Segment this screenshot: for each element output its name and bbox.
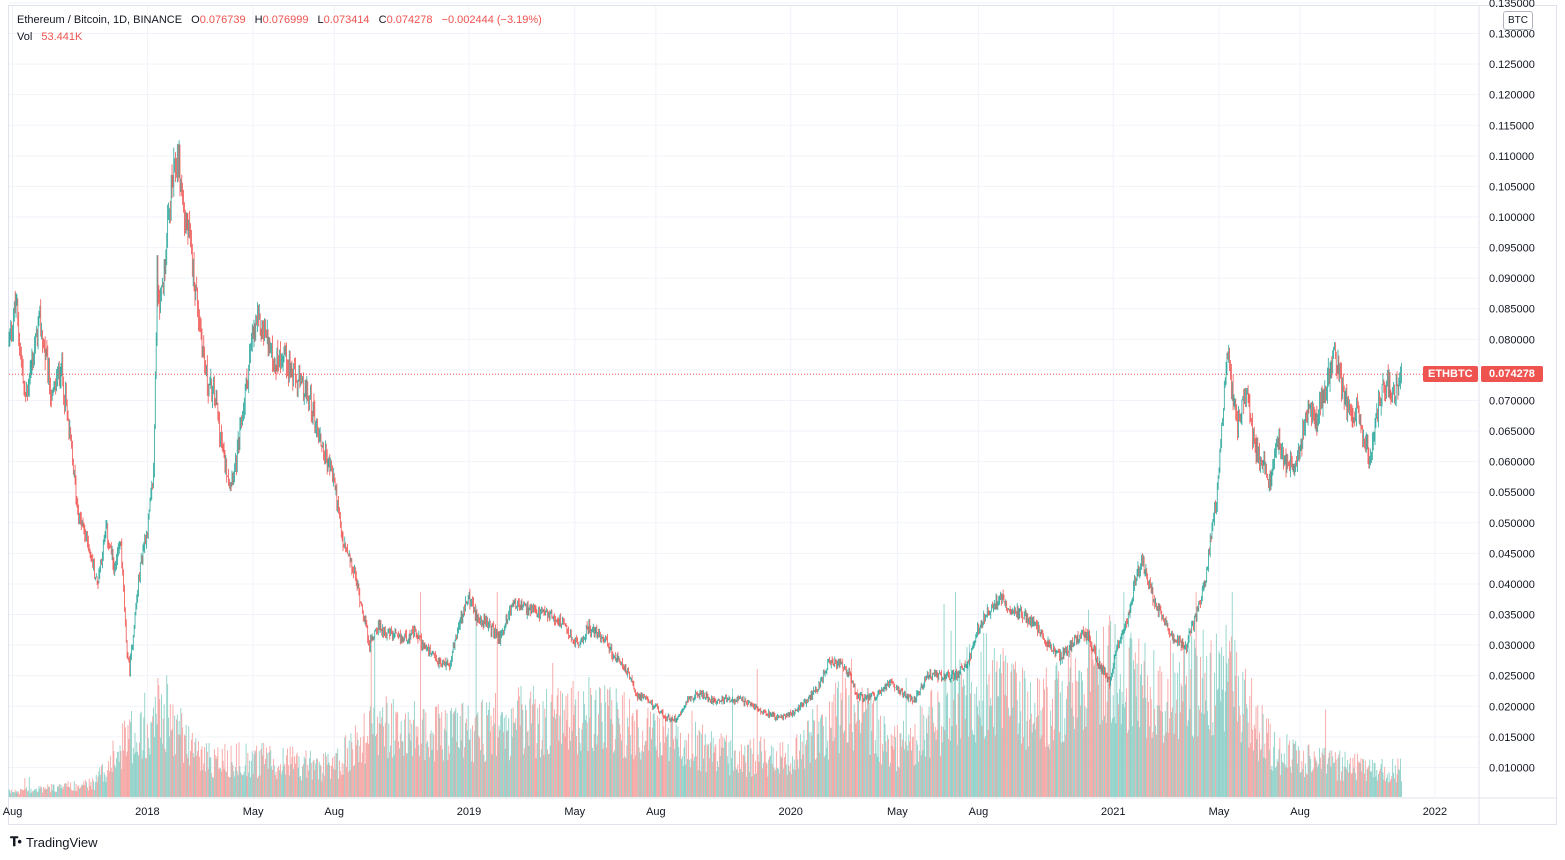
symbol-price-tag: ETHBTC <box>1423 366 1478 383</box>
price-scale-tick: 0.120000 <box>1489 90 1535 102</box>
price-scale-tick: 0.135000 <box>1489 0 1535 10</box>
price-scale-tick: 0.060000 <box>1489 457 1535 469</box>
price-scale-tick: 0.055000 <box>1489 487 1535 499</box>
chart-frame[interactable] <box>8 5 1557 825</box>
price-scale-tick: 0.040000 <box>1489 579 1535 591</box>
price-scale-tick: 0.080000 <box>1489 334 1535 346</box>
tradingview-logo-icon: 𝐓• <box>10 834 22 849</box>
current-price-tag: 0.074278 <box>1481 366 1543 383</box>
close-value: 0.074278 <box>386 14 433 26</box>
time-scale-tick: May <box>243 806 264 818</box>
price-scale-tick: 0.035000 <box>1489 610 1535 622</box>
tradingview-brand[interactable]: 𝐓• TradingView <box>10 834 97 850</box>
brand-name: TradingView <box>25 834 98 850</box>
price-scale-tick: 0.095000 <box>1489 243 1535 255</box>
time-scale-tick: Aug <box>3 806 23 818</box>
time-scale-tick: Aug <box>646 806 666 818</box>
volume-series <box>8 592 1402 797</box>
price-scale-tick: 0.070000 <box>1489 395 1535 407</box>
time-scale-tick: May <box>1209 806 1230 818</box>
price-scale-tick: 0.090000 <box>1489 273 1535 285</box>
volume-row: Vol 53.441K <box>17 29 542 46</box>
price-scale-tick: 0.030000 <box>1489 640 1535 652</box>
low-value: 0.073414 <box>323 14 370 26</box>
open-value: 0.076739 <box>199 14 246 26</box>
ohlc-row: Ethereum / Bitcoin, 1D, BINANCE O0.07673… <box>17 12 542 29</box>
price-scale-tick: 0.085000 <box>1489 304 1535 316</box>
price-scale-tick: 0.130000 <box>1489 29 1535 41</box>
open-label: O <box>191 14 200 26</box>
time-scale-tick: 2019 <box>457 806 481 818</box>
chart-legend: Ethereum / Bitcoin, 1D, BINANCE O0.07673… <box>17 12 542 46</box>
time-scale-tick: 2018 <box>135 806 159 818</box>
time-scale-tick: 2022 <box>1423 806 1447 818</box>
price-scale-tick: 0.025000 <box>1489 671 1535 683</box>
price-scale-tick: 0.115000 <box>1489 120 1534 132</box>
low-label: L <box>317 14 324 26</box>
candle-series <box>8 140 1402 723</box>
price-scale-tick: 0.110000 <box>1489 151 1534 163</box>
time-scale-tick: Aug <box>324 806 344 818</box>
currency-badge[interactable]: BTC <box>1503 11 1533 30</box>
vol-label[interactable]: Vol <box>17 31 33 43</box>
vol-value: 53.441K <box>41 31 83 43</box>
price-scale-tick: 0.020000 <box>1489 701 1535 713</box>
time-scale-tick: May <box>564 806 585 818</box>
change-value: −0.002444 (−3.19%) <box>441 14 542 26</box>
price-scale-tick: 0.125000 <box>1489 59 1535 71</box>
price-scale-tick: 0.065000 <box>1489 426 1535 438</box>
time-scale-tick: May <box>887 806 908 818</box>
time-scale-tick: Aug <box>969 806 989 818</box>
price-scale-tick: 0.045000 <box>1489 548 1535 560</box>
price-scale-tick: 0.010000 <box>1489 762 1535 774</box>
price-scale-tick: 0.050000 <box>1489 518 1535 530</box>
time-scale-tick: Aug <box>1290 806 1310 818</box>
close-label: C <box>378 14 387 26</box>
time-scale-tick: 2020 <box>778 806 802 818</box>
high-label: H <box>254 14 263 26</box>
time-scale-tick: 2021 <box>1101 806 1125 818</box>
high-value: 0.076999 <box>262 14 309 26</box>
symbol-title[interactable]: Ethereum / Bitcoin, 1D, BINANCE <box>17 14 183 26</box>
price-scale-tick: 0.105000 <box>1489 181 1535 193</box>
price-scale-tick: 0.100000 <box>1489 212 1535 224</box>
price-scale-tick: 0.015000 <box>1489 732 1535 744</box>
